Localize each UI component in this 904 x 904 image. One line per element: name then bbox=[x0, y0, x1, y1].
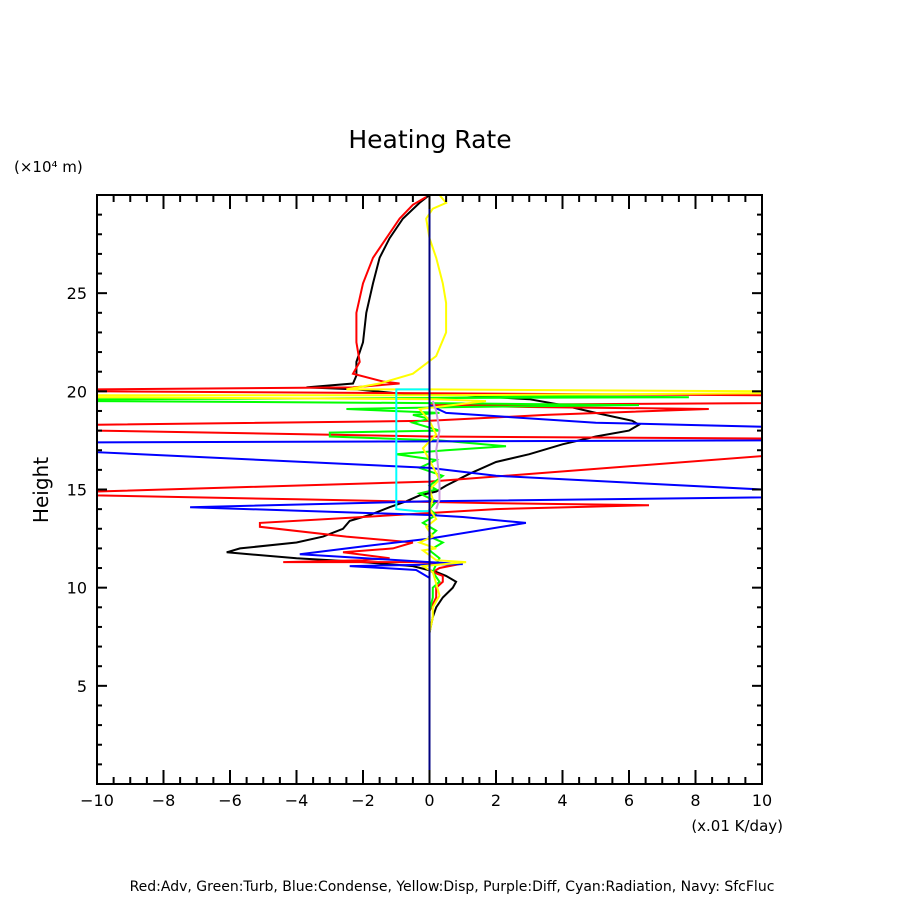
x-tick-label: 2 bbox=[491, 791, 501, 810]
x-tick-label: 8 bbox=[690, 791, 700, 810]
x-tick-label: −10 bbox=[80, 791, 114, 810]
y-tick-label: 15 bbox=[67, 481, 87, 500]
x-axis: −10 −8 −6 −4 −2 0 2 4 6 8 10 bbox=[80, 195, 772, 810]
y-tick-label: 25 bbox=[67, 284, 87, 303]
x-axis-label: (x.01 K/day) bbox=[691, 817, 783, 835]
series-line-diff bbox=[431, 400, 441, 510]
x-tick-label: 10 bbox=[752, 791, 772, 810]
y-unit-label: (×10⁴ m) bbox=[14, 158, 83, 176]
x-tick-label: 0 bbox=[424, 791, 434, 810]
legend-note: Red:Adv, Green:Turb, Blue:Condense, Yell… bbox=[130, 879, 775, 895]
x-tick-label: 4 bbox=[557, 791, 567, 810]
x-tick-label: −2 bbox=[351, 791, 375, 810]
x-tick-label: −6 bbox=[218, 791, 242, 810]
y-axis: 5 10 15 20 25 bbox=[67, 213, 762, 766]
x-tick-label: 6 bbox=[624, 791, 634, 810]
x-tick-label: −8 bbox=[152, 791, 176, 810]
series-line-radiation bbox=[395, 388, 430, 513]
y-tick-label: 5 bbox=[77, 677, 87, 696]
chart-title: Heating Rate bbox=[348, 125, 511, 154]
x-tick-label: −4 bbox=[285, 791, 309, 810]
series-line-total bbox=[226, 194, 641, 634]
y-tick-label: 20 bbox=[67, 382, 87, 401]
series-line-turb bbox=[96, 394, 689, 612]
series-layer bbox=[96, 194, 763, 784]
y-axis-label: Height bbox=[29, 457, 53, 523]
y-tick-label: 10 bbox=[67, 579, 87, 598]
